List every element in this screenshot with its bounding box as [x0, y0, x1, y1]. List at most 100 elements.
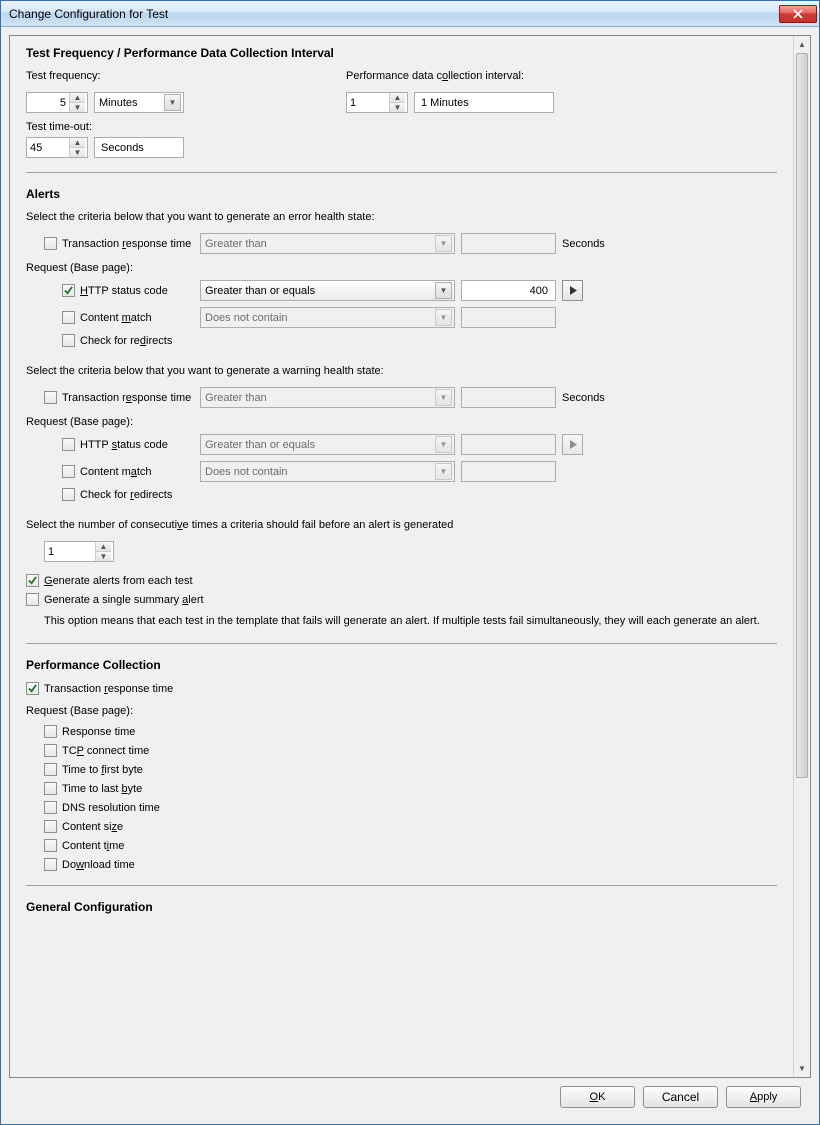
perf-ttlb-label: Time to last byte [62, 783, 142, 795]
perf-ttlb-checkbox[interactable] [44, 782, 57, 795]
test-frequency-spinner[interactable]: ▲ ▼ [69, 93, 85, 112]
perf-request-label: Request (Base page): [26, 705, 777, 717]
dialog-window: Change Configuration for Test Test Frequ… [0, 0, 820, 1125]
consecutive-input[interactable]: ▲ ▼ [44, 541, 114, 562]
chevron-down-icon[interactable]: ▼ [435, 282, 452, 299]
consecutive-value[interactable] [45, 542, 95, 561]
warning-criteria-label: Select the criteria below that you want … [26, 365, 777, 377]
warn-content-label: Content match [80, 466, 152, 478]
error-trt-label: Transaction response time [62, 238, 191, 250]
perf-tcp-label: TCP connect time [62, 745, 149, 757]
timeout-input[interactable]: ▲ ▼ [26, 137, 88, 158]
divider [26, 885, 777, 886]
vertical-scrollbar[interactable]: ▲ ▼ [793, 36, 810, 1077]
perf-dl-checkbox[interactable] [44, 858, 57, 871]
error-redirects-checkbox[interactable] [62, 334, 75, 347]
cancel-button[interactable]: Cancel [643, 1086, 718, 1108]
perf-tcp-checkbox[interactable] [44, 744, 57, 757]
scroll-down-button[interactable]: ▼ [794, 1060, 810, 1077]
section-title-alerts: Alerts [26, 187, 777, 201]
chevron-down-icon[interactable]: ▼ [164, 94, 181, 111]
chevron-down-icon: ▼ [435, 389, 452, 406]
chevron-down-icon: ▼ [435, 235, 452, 252]
warn-request-label: Request (Base page): [26, 416, 777, 428]
scroll-pane: Test Frequency / Performance Data Collec… [9, 35, 811, 1078]
error-content-op-select[interactable]: Does not contain ▼ [200, 307, 455, 328]
error-http-value-input[interactable] [461, 280, 556, 301]
warn-trt-checkbox[interactable] [44, 391, 57, 404]
test-frequency-unit: Minutes [99, 97, 160, 109]
spin-down-icon[interactable]: ▼ [96, 552, 111, 561]
perf-interval-input[interactable]: ▲ ▼ [346, 92, 408, 113]
spin-up-icon[interactable]: ▲ [96, 542, 111, 552]
spin-down-icon[interactable]: ▼ [70, 103, 85, 112]
perf-interval-display: 1 Minutes [414, 92, 554, 113]
error-redirects-label: Check for redirects [80, 335, 172, 347]
perf-interval-spinner[interactable]: ▲ ▼ [389, 93, 405, 112]
divider [26, 172, 777, 173]
perf-csize-checkbox[interactable] [44, 820, 57, 833]
spin-down-icon[interactable]: ▼ [70, 148, 85, 157]
apply-button[interactable]: Apply [726, 1086, 801, 1108]
error-trt-checkbox[interactable] [44, 237, 57, 250]
test-frequency-value[interactable] [27, 93, 69, 112]
warn-http-play-button[interactable] [562, 434, 583, 455]
error-http-value[interactable] [466, 281, 551, 300]
warn-content-value [461, 461, 556, 482]
error-http-label: HTTP status code [80, 285, 168, 297]
close-icon [793, 9, 803, 19]
play-icon [569, 440, 577, 449]
perf-interval-label: Performance data collection interval: [346, 70, 524, 82]
spin-up-icon[interactable]: ▲ [70, 93, 85, 103]
perf-interval-value[interactable] [347, 93, 389, 112]
error-http-checkbox[interactable] [62, 284, 75, 297]
spin-up-icon[interactable]: ▲ [390, 93, 405, 103]
option-description: This option means that each test in the … [44, 614, 777, 629]
warn-redirects-label: Check for redirects [80, 489, 172, 501]
perf-response-checkbox[interactable] [44, 725, 57, 738]
gen-single-checkbox[interactable] [26, 593, 39, 606]
perf-ttfb-checkbox[interactable] [44, 763, 57, 776]
spin-down-icon[interactable]: ▼ [390, 103, 405, 112]
scroll-track[interactable] [794, 53, 810, 1060]
timeout-unit: Seconds [94, 137, 184, 158]
error-http-play-button[interactable] [562, 280, 583, 301]
warn-http-op-select[interactable]: Greater than or equals ▼ [200, 434, 455, 455]
warn-content-checkbox[interactable] [62, 465, 75, 478]
section-title-general: General Configuration [26, 900, 777, 914]
ok-button[interactable]: OK [560, 1086, 635, 1108]
error-criteria-label: Select the criteria below that you want … [26, 211, 777, 223]
warn-trt-op-select[interactable]: Greater than ▼ [200, 387, 455, 408]
perf-dns-checkbox[interactable] [44, 801, 57, 814]
gen-single-label: Generate a single summary alert [44, 594, 204, 606]
seconds-label: Seconds [562, 238, 605, 250]
scroll-up-button[interactable]: ▲ [794, 36, 810, 53]
perf-ctime-checkbox[interactable] [44, 839, 57, 852]
timeout-value[interactable] [27, 138, 69, 157]
error-content-value [461, 307, 556, 328]
section-performance: Performance Collection Transaction respo… [26, 658, 777, 871]
consecutive-spinner[interactable]: ▲ ▼ [95, 542, 111, 561]
scroll-thumb[interactable] [796, 53, 808, 778]
perf-trt-checkbox[interactable] [26, 682, 39, 695]
gen-each-label: Generate alerts from each test [44, 575, 193, 587]
close-button[interactable] [779, 5, 817, 23]
divider [26, 643, 777, 644]
spin-up-icon[interactable]: ▲ [70, 138, 85, 148]
error-trt-op-select[interactable]: Greater than ▼ [200, 233, 455, 254]
error-http-op-select[interactable]: Greater than or equals ▼ [200, 280, 455, 301]
error-content-checkbox[interactable] [62, 311, 75, 324]
section-alerts: Alerts Select the criteria below that yo… [26, 187, 777, 629]
warn-http-checkbox[interactable] [62, 438, 75, 451]
warn-content-op-select[interactable]: Does not contain ▼ [200, 461, 455, 482]
test-frequency-unit-select[interactable]: Minutes ▼ [94, 92, 184, 113]
perf-ttfb-label: Time to first byte [62, 764, 143, 776]
play-icon [569, 286, 577, 295]
seconds-label: Seconds [562, 392, 605, 404]
timeout-spinner[interactable]: ▲ ▼ [69, 138, 85, 157]
test-frequency-input[interactable]: ▲ ▼ [26, 92, 88, 113]
perf-dns-label: DNS resolution time [62, 802, 160, 814]
warn-http-label: HTTP status code [80, 439, 168, 451]
gen-each-checkbox[interactable] [26, 574, 39, 587]
warn-redirects-checkbox[interactable] [62, 488, 75, 501]
